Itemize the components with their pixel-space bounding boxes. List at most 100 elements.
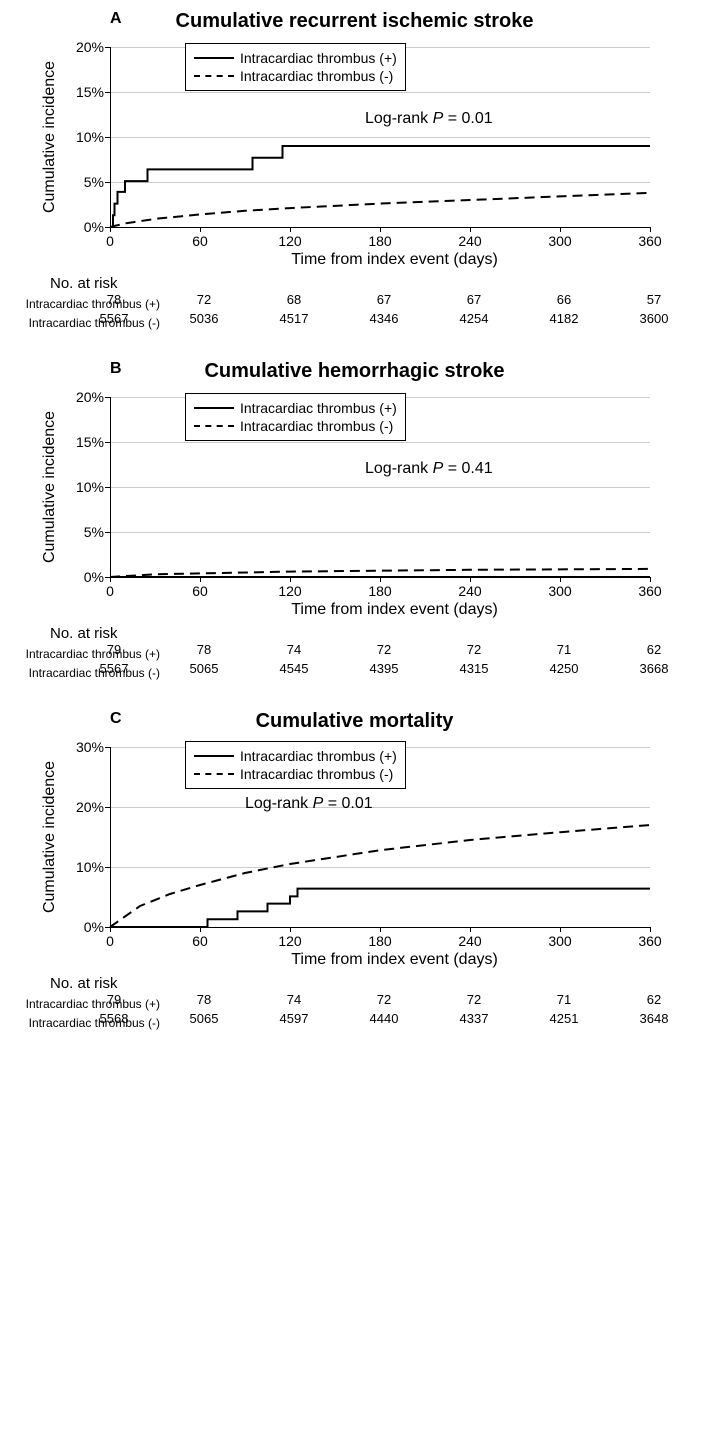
risk-cells: 79787472727162 bbox=[164, 642, 679, 658]
x-tick-label: 0 bbox=[106, 233, 114, 249]
legend-item: Intracardiac thrombus (+) bbox=[194, 400, 397, 416]
risk-cell: 68 bbox=[287, 292, 301, 307]
x-tick-label: 180 bbox=[368, 233, 391, 249]
x-tick-label: 120 bbox=[278, 583, 301, 599]
risk-cell: 78 bbox=[197, 992, 211, 1007]
risk-row-label: Intracardiac thrombus (+) bbox=[10, 647, 164, 661]
legend: Intracardiac thrombus (+)Intracardiac th… bbox=[185, 393, 406, 441]
y-tick-label: 10% bbox=[76, 129, 104, 145]
risk-cells: 79787472727162 bbox=[164, 992, 679, 1008]
risk-row-label: Intracardiac thrombus (-) bbox=[10, 666, 164, 680]
risk-row-label: Intracardiac thrombus (+) bbox=[10, 297, 164, 311]
x-tick bbox=[650, 927, 651, 932]
legend-item: Intracardiac thrombus (-) bbox=[194, 766, 397, 782]
risk-cell: 4517 bbox=[280, 311, 309, 326]
risk-row-label: Intracardiac thrombus (-) bbox=[10, 1016, 164, 1030]
risk-cell: 5036 bbox=[190, 311, 219, 326]
risk-cell: 5567 bbox=[100, 661, 129, 676]
risk-cell: 3600 bbox=[640, 311, 669, 326]
y-tick-label: 20% bbox=[76, 389, 104, 405]
x-tick-label: 120 bbox=[278, 233, 301, 249]
y-axis-title: Cumulative incidence bbox=[41, 61, 59, 213]
legend: Intracardiac thrombus (+) Intracardiac th… bbox=[185, 43, 406, 91]
x-axis-title: Time from index event (days) bbox=[291, 951, 498, 969]
legend-label: Intracardiac thrombus (+) bbox=[240, 50, 397, 66]
logrank-text: Log-rank P = 0.01 bbox=[365, 110, 493, 128]
risk-cells: 5567506545454395431542503668 bbox=[164, 661, 679, 677]
y-tick-label: 20% bbox=[76, 799, 104, 815]
y-tick-label: 0% bbox=[84, 919, 104, 935]
risk-cell: 4597 bbox=[280, 1011, 309, 1026]
risk-cell: 72 bbox=[197, 292, 211, 307]
risk-row-label: Intracardiac thrombus (+) bbox=[10, 997, 164, 1011]
y-tick-label: 0% bbox=[84, 219, 104, 235]
y-tick-label: 5% bbox=[84, 524, 104, 540]
panel-a: ACumulative recurrent ischemic stroke0%5… bbox=[10, 10, 699, 330]
x-tick-label: 60 bbox=[192, 233, 208, 249]
x-tick-label: 240 bbox=[458, 583, 481, 599]
y-tick-label: 20% bbox=[76, 39, 104, 55]
panel-title: Cumulative mortality bbox=[256, 710, 454, 733]
risk-row: Intracardiac thrombus (-)556850654597444… bbox=[10, 1011, 679, 1030]
panel-letter: B bbox=[110, 360, 122, 378]
risk-table: No. at riskIntracardiac thrombus (+)7978… bbox=[10, 625, 679, 680]
y-axis-title: Cumulative incidence bbox=[41, 411, 59, 563]
risk-cell: 72 bbox=[377, 992, 391, 1007]
risk-cell: 5065 bbox=[190, 661, 219, 676]
x-tick-label: 360 bbox=[638, 933, 661, 949]
x-tick-label: 180 bbox=[368, 933, 391, 949]
risk-cell: 4337 bbox=[460, 1011, 489, 1026]
legend-line-icon bbox=[194, 773, 234, 775]
x-tick-label: 120 bbox=[278, 933, 301, 949]
risk-cell: 74 bbox=[287, 642, 301, 657]
risk-table-header: No. at risk bbox=[50, 625, 679, 642]
risk-cell: 79 bbox=[107, 992, 121, 1007]
legend-label: Intracardiac thrombus (-) bbox=[240, 68, 393, 84]
x-axis-title: Time from index event (days) bbox=[291, 601, 498, 619]
y-tick-label: 5% bbox=[84, 174, 104, 190]
risk-cell: 72 bbox=[467, 642, 481, 657]
risk-cell: 74 bbox=[287, 992, 301, 1007]
y-tick-label: 10% bbox=[76, 859, 104, 875]
risk-cell: 4545 bbox=[280, 661, 309, 676]
x-tick-label: 300 bbox=[548, 233, 571, 249]
x-tick-label: 60 bbox=[192, 933, 208, 949]
risk-table-header: No. at risk bbox=[50, 275, 679, 292]
legend-label: Intracardiac thrombus (-) bbox=[240, 766, 393, 782]
risk-cell: 72 bbox=[467, 992, 481, 1007]
risk-row: Intracardiac thrombus (-)556750364517434… bbox=[10, 311, 679, 330]
x-axis-title: Time from index event (days) bbox=[291, 251, 498, 269]
plot-area: 0%5%10%15%20%060120180240300360Intracard… bbox=[110, 47, 650, 227]
series-thrombus_minus bbox=[110, 193, 650, 227]
risk-cell: 72 bbox=[377, 642, 391, 657]
x-axis bbox=[110, 227, 650, 228]
legend-line-icon bbox=[194, 425, 234, 427]
risk-cell: 57 bbox=[647, 292, 661, 307]
risk-row-label: Intracardiac thrombus (-) bbox=[10, 316, 164, 330]
panel-letter: C bbox=[110, 710, 122, 728]
x-tick-label: 300 bbox=[548, 933, 571, 949]
risk-cells: 5568506545974440433742513648 bbox=[164, 1011, 679, 1027]
plot-area: 0%5%10%15%20%060120180240300360Intracard… bbox=[110, 397, 650, 577]
risk-cell: 79 bbox=[107, 642, 121, 657]
risk-cell: 3648 bbox=[640, 1011, 669, 1026]
legend-item: Intracardiac thrombus (-) bbox=[194, 68, 397, 84]
risk-cell: 4254 bbox=[460, 311, 489, 326]
legend-item: Intracardiac thrombus (+) bbox=[194, 50, 397, 66]
series-thrombus_minus bbox=[110, 569, 650, 577]
risk-table-header: No. at risk bbox=[50, 975, 679, 992]
risk-cell: 4182 bbox=[550, 311, 579, 326]
risk-cell: 71 bbox=[557, 992, 571, 1007]
risk-cell: 66 bbox=[557, 292, 571, 307]
panel-title: Cumulative hemorrhagic stroke bbox=[204, 360, 504, 383]
risk-cell: 5567 bbox=[100, 311, 129, 326]
risk-cell: 78 bbox=[107, 292, 121, 307]
chart: 0%10%20%30%060120180240300360Intracardia… bbox=[110, 737, 679, 967]
risk-cell: 71 bbox=[557, 642, 571, 657]
x-tick-label: 0 bbox=[106, 933, 114, 949]
x-tick-label: 300 bbox=[548, 583, 571, 599]
risk-table: No. at risk Intracardiac thrombus (+)78 72… bbox=[10, 275, 679, 330]
risk-cell: 3668 bbox=[640, 661, 669, 676]
risk-cell: 5568 bbox=[100, 1011, 129, 1026]
panel-header: B Cumulative hemorrhagic stroke bbox=[10, 360, 699, 383]
